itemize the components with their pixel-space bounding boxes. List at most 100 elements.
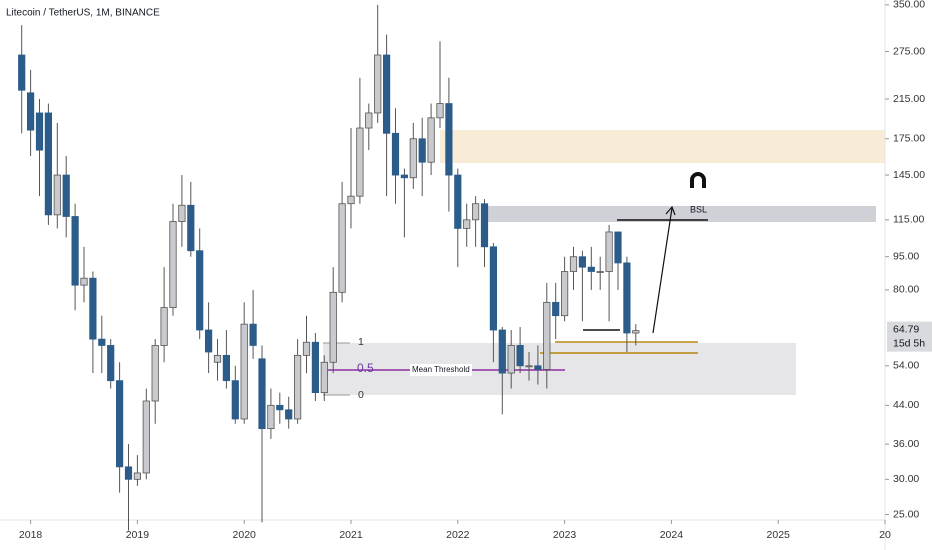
candle-body (89, 277, 97, 340)
label-bg (410, 364, 472, 376)
candle-body (240, 323, 248, 420)
candle-body (614, 231, 622, 264)
last-price: 64.79 (893, 323, 919, 335)
y-tick-label: 145.00 (893, 169, 925, 181)
candle-body (320, 361, 328, 394)
fib-label: 1 (358, 336, 364, 348)
candle-body (561, 271, 569, 317)
candle-body (258, 358, 266, 430)
candle-body (498, 329, 506, 374)
candle-body (436, 103, 444, 119)
y-tick-label: 275.00 (893, 45, 925, 57)
candle-body (302, 341, 311, 356)
x-tick-label: 2018 (19, 529, 43, 541)
candle-body (62, 174, 70, 217)
y-tick-label: 95.00 (893, 251, 919, 263)
candle-body (489, 246, 498, 331)
supply-zone (440, 130, 885, 163)
y-tick-label: 36.00 (893, 438, 919, 450)
candle-body (142, 400, 150, 474)
candle-body (107, 345, 115, 382)
candle-body (276, 404, 284, 411)
x-tick-label: 2020 (233, 529, 257, 541)
x-tick-label: 2024 (660, 529, 684, 541)
candle-body (80, 277, 88, 286)
candle-body (26, 92, 35, 131)
candle-body (382, 54, 391, 134)
candle-body (534, 365, 542, 370)
candle-body (329, 291, 337, 363)
candle-body (231, 380, 239, 420)
y-tick-label: 175.00 (893, 133, 925, 145)
candle-body (169, 221, 177, 308)
x-tick-label: 2021 (339, 529, 363, 541)
candle-body (116, 380, 124, 468)
candle-body (267, 404, 275, 430)
candle-body (356, 127, 364, 197)
y-tick-label: 30.00 (893, 473, 919, 485)
candle-body (445, 103, 453, 176)
candle-body (151, 345, 159, 402)
x-tick-label: 2025 (767, 529, 791, 541)
candle-body (124, 466, 133, 480)
candle-body (374, 54, 382, 114)
chart-title: Litecoin / TetherUS, 1M, BINANCE (6, 8, 160, 19)
candle-body (543, 301, 551, 370)
candle-body (463, 219, 471, 229)
drawings: BSL 1 0.5 0 Mean Threshold (323, 130, 885, 401)
candle-body (516, 345, 524, 367)
candle-body (596, 271, 604, 273)
candle-body (365, 112, 373, 129)
candle-body (391, 132, 400, 176)
candle-body (160, 307, 168, 346)
x-tick-label: 2023 (553, 529, 577, 541)
candle-body (569, 256, 578, 272)
candle-body (311, 341, 320, 394)
y-tick-label: 44.00 (893, 399, 919, 411)
candle-body (178, 204, 186, 222)
candle-body (187, 204, 195, 252)
candle-body (605, 231, 613, 272)
candle-body (204, 329, 213, 353)
candle-body (249, 323, 257, 346)
candle-body (196, 250, 204, 331)
candle-body (623, 262, 631, 334)
candle-body (222, 354, 230, 382)
candle-body (632, 330, 640, 334)
arrow-head (665, 205, 676, 216)
candle-body (578, 256, 587, 268)
y-tick-label: 350.00 (893, 0, 925, 11)
x-tick-label: 2019 (126, 529, 150, 541)
candle-body (427, 117, 435, 163)
candle-body (18, 54, 26, 91)
candle-body (418, 138, 426, 163)
fib-label: 0 (358, 389, 364, 401)
y-tick-label: 215.00 (893, 93, 925, 105)
candle-body (44, 112, 53, 216)
candle-body (400, 174, 409, 179)
x-tick-label: 2022 (446, 529, 470, 541)
candle-body (35, 112, 44, 151)
y-tick-label: 54.00 (893, 360, 919, 372)
countdown: 15d 5h (893, 337, 925, 349)
y-tick-label: 80.00 (893, 284, 919, 296)
candle-body (71, 216, 79, 286)
candles (18, 4, 640, 531)
candle-body (587, 266, 595, 272)
candle-body (480, 203, 489, 248)
candle-body (347, 195, 355, 205)
candle-body (552, 301, 560, 317)
candle-body (53, 174, 61, 216)
candle-body (98, 338, 106, 346)
candle-body (409, 138, 417, 179)
candle-body (133, 472, 141, 480)
candle-body (454, 174, 462, 229)
candle-body (213, 354, 222, 363)
y-tick-label: 25.00 (893, 508, 919, 520)
x-tick-label: 20 (879, 529, 891, 541)
fib-zone (323, 343, 796, 395)
candle-body (293, 354, 302, 420)
bsl-label: BSL (690, 204, 707, 214)
candle-body (285, 409, 293, 420)
